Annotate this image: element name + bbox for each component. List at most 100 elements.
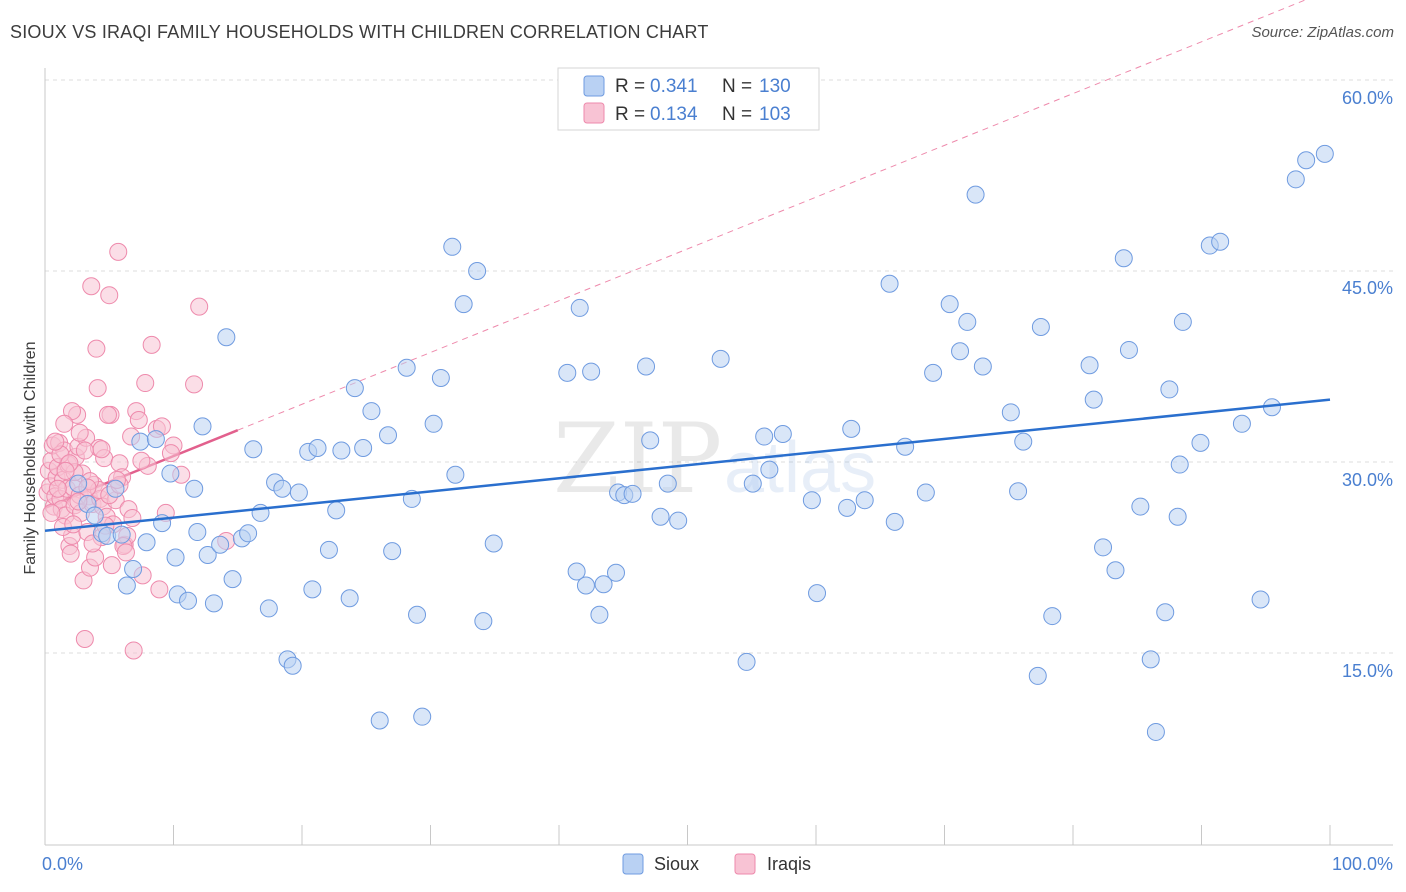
series-legend-swatch-sioux — [622, 853, 644, 875]
sioux-point — [623, 484, 642, 503]
iraqis-point — [185, 375, 204, 394]
iraqis-point — [190, 297, 209, 316]
sioux-point — [1160, 380, 1179, 399]
sioux-point — [1173, 312, 1192, 331]
legend-r-value-iraqis: 0.134 — [650, 104, 698, 125]
sioux-point — [576, 576, 595, 595]
sioux-point — [283, 656, 302, 675]
sioux-point — [755, 427, 774, 446]
iraqis-point — [42, 503, 61, 522]
legend-r-label-iraqis: R = — [615, 104, 645, 125]
sioux-point — [570, 298, 589, 317]
sioux-point — [594, 575, 613, 594]
legend-r-label-sioux: R = — [615, 76, 645, 97]
sioux-point — [446, 465, 465, 484]
sioux-point — [303, 580, 322, 599]
sioux-point — [146, 430, 165, 449]
sioux-point — [188, 523, 207, 542]
series-legend-swatch-iraqis — [734, 853, 756, 875]
sioux-point — [802, 491, 821, 510]
sioux-trend-line — [44, 398, 1331, 533]
sioux-point — [408, 605, 427, 624]
iraqis-point — [132, 451, 151, 470]
sioux-point — [383, 542, 402, 561]
sioux-point — [1170, 455, 1189, 474]
sioux-point — [641, 431, 660, 450]
legend-swatch-iraqis — [583, 102, 605, 124]
sioux-point — [1009, 482, 1028, 501]
sioux-point — [1106, 561, 1125, 580]
sioux-point — [185, 479, 204, 498]
watermark: ZIP atlas — [553, 403, 876, 515]
sioux-point — [1156, 603, 1175, 622]
iraqis-point — [109, 242, 128, 261]
sioux-point — [1080, 356, 1099, 375]
series-legend-label-sioux: Sioux — [654, 854, 699, 874]
iraqis-point — [124, 641, 143, 660]
sioux-point — [179, 591, 198, 610]
legend-n-label-sioux: N = — [722, 76, 752, 97]
sioux-point — [651, 507, 670, 526]
sioux-trend-group — [44, 398, 1331, 533]
iraqis-point — [88, 379, 107, 398]
series-legend-label-iraqis: Iraqis — [767, 854, 811, 874]
iraqis-point — [56, 461, 75, 480]
x-tick-label-100: 100.0% — [1332, 854, 1393, 874]
sioux-point — [1028, 666, 1047, 685]
sioux-point — [289, 483, 308, 502]
legend-swatch-sioux — [583, 75, 605, 97]
sioux-point — [370, 711, 389, 730]
sioux-point — [474, 612, 493, 631]
sioux-point — [737, 652, 756, 671]
sioux-point — [940, 295, 959, 314]
sioux-point — [239, 524, 258, 543]
iraqis-point — [64, 515, 83, 534]
sioux-point — [743, 474, 762, 493]
sioux-point — [244, 440, 263, 459]
sioux-point — [413, 707, 432, 726]
sioux-point — [838, 498, 857, 517]
sioux-point — [327, 501, 346, 520]
watermark-atlas: atlas — [724, 428, 876, 508]
chart-title: SIOUX VS IRAQI FAMILY HOUSEHOLDS WITH CH… — [10, 22, 709, 42]
iraqis-point — [116, 543, 135, 562]
sioux-point — [198, 545, 217, 564]
sioux-point — [443, 237, 462, 256]
sioux-point — [1043, 607, 1062, 626]
sioux-point — [658, 474, 677, 493]
sioux-points — [69, 144, 1334, 741]
sioux-point — [397, 358, 416, 377]
sioux-point — [131, 432, 150, 451]
sioux-point — [85, 506, 104, 525]
sioux-point — [1286, 170, 1305, 189]
iraqis-point — [123, 509, 142, 528]
iraqis-points — [38, 242, 236, 660]
sioux-point — [760, 460, 779, 479]
iraqis-point — [161, 444, 180, 463]
iraqis-point — [48, 479, 67, 498]
y-axis-label: Family Households with Children — [22, 342, 39, 575]
x-tick-label-0: 0.0% — [42, 854, 83, 874]
legend-r-value-sioux: 0.341 — [650, 76, 698, 97]
sioux-point — [773, 424, 792, 443]
sioux-point — [112, 525, 131, 544]
grid-lines — [45, 79, 1393, 654]
sioux-point — [669, 511, 688, 530]
sioux-point — [808, 584, 827, 603]
y-tick-label-15: 15.0% — [1342, 661, 1393, 681]
sioux-point — [885, 512, 904, 531]
sioux-point — [484, 534, 503, 553]
sioux-point — [259, 599, 278, 618]
sioux-point — [973, 357, 992, 376]
sioux-point — [1114, 249, 1133, 268]
iraqis-point — [82, 277, 101, 296]
sioux-point — [308, 438, 327, 457]
sioux-point — [958, 312, 977, 331]
sioux-point — [424, 414, 443, 433]
sioux-point — [137, 533, 156, 552]
sioux-point — [637, 357, 656, 376]
sioux-point — [117, 576, 136, 595]
iraqis-point — [129, 410, 148, 429]
sioux-point — [1014, 432, 1033, 451]
